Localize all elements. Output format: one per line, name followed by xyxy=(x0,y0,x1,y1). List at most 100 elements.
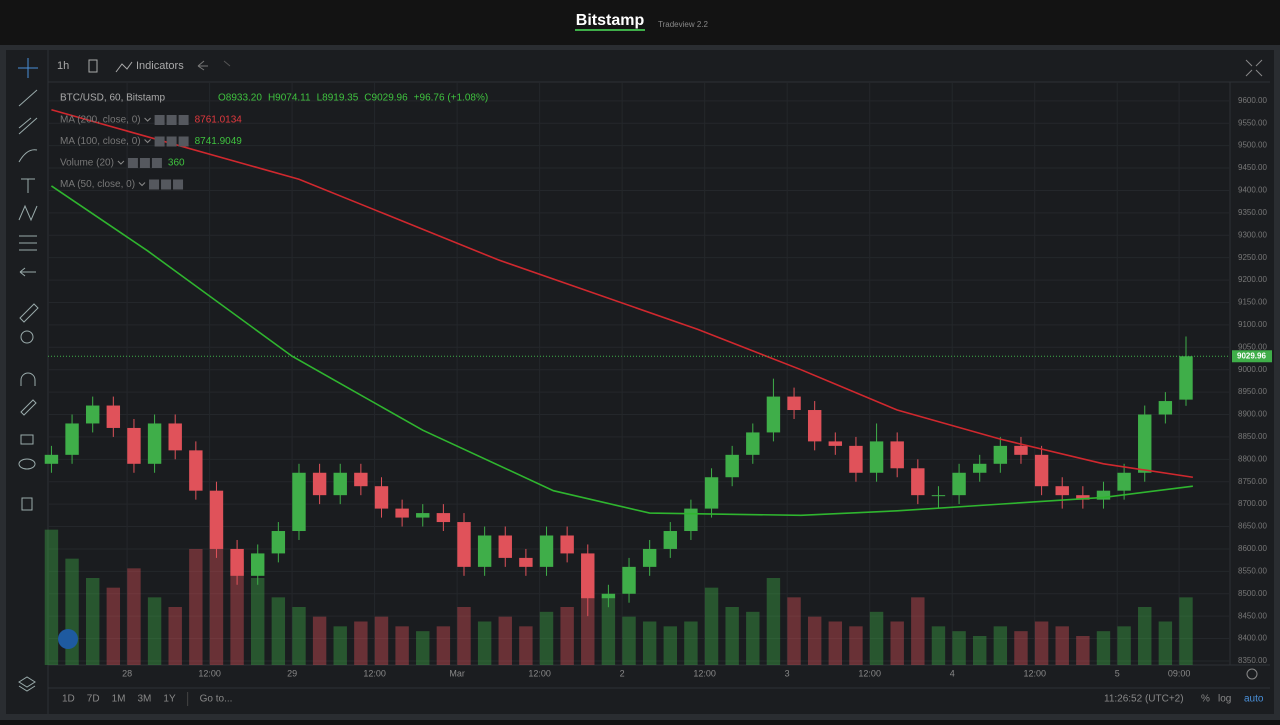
range-button[interactable]: 3M xyxy=(138,694,152,705)
candle-body xyxy=(189,450,203,491)
magnet-tool[interactable] xyxy=(20,372,36,386)
scale-option[interactable]: auto xyxy=(1244,694,1264,705)
y-tick-label: 9150.00 xyxy=(1238,298,1267,307)
range-button[interactable]: 1M xyxy=(112,694,126,705)
scale-option[interactable]: log xyxy=(1218,694,1231,705)
study-button[interactable] xyxy=(151,158,162,168)
volume-bar xyxy=(106,587,121,665)
indicators-icon[interactable] xyxy=(115,61,133,73)
volume-bar xyxy=(1179,597,1193,665)
scale-option[interactable]: % xyxy=(1201,694,1210,705)
candle-body xyxy=(44,454,59,464)
range-button[interactable]: 1Y xyxy=(163,694,176,705)
brand-underline xyxy=(575,29,645,31)
candle-body xyxy=(746,432,760,455)
delete-tool[interactable] xyxy=(21,497,33,511)
chart-type-icon[interactable] xyxy=(88,59,98,73)
range-button[interactable]: 1D xyxy=(62,694,75,705)
ohlc-legend: O8933.20 H9074.11 L8919.35 C9029.96 +96.76 (… xyxy=(218,93,488,104)
volume-bar xyxy=(746,611,760,665)
volume-bar xyxy=(663,626,677,665)
volume-bar xyxy=(65,558,79,665)
candle-body xyxy=(684,508,698,532)
hide-tool[interactable] xyxy=(18,458,36,470)
study-menu[interactable] xyxy=(144,117,151,122)
volume-bar xyxy=(147,597,162,665)
study-button[interactable] xyxy=(154,136,165,147)
range-button[interactable]: 7D xyxy=(87,694,100,705)
crosshair-tool[interactable] xyxy=(18,58,38,78)
indicators-button[interactable]: Indicators xyxy=(136,60,184,72)
volume-bar xyxy=(539,611,554,665)
candle-body xyxy=(890,441,904,469)
study-menu[interactable] xyxy=(144,139,151,144)
y-tick-label: 8700.00 xyxy=(1238,499,1267,508)
study-button[interactable] xyxy=(178,136,189,147)
x-tick-label: 12:00 xyxy=(363,668,386,678)
study-button[interactable] xyxy=(178,115,189,125)
brush-tool[interactable] xyxy=(18,149,38,163)
study-button[interactable] xyxy=(127,158,138,168)
version: Tradeview 2.2 xyxy=(658,20,709,29)
study-menu[interactable] xyxy=(117,160,125,165)
x-tick-label: 28 xyxy=(122,668,132,678)
interval[interactable]: 1h xyxy=(57,60,69,72)
study-button[interactable] xyxy=(166,115,177,125)
undo[interactable] xyxy=(197,60,208,71)
settings-icon[interactable] xyxy=(1246,668,1258,680)
volume-bar xyxy=(168,607,182,665)
candle-body xyxy=(581,553,595,599)
x-tick-label: 12:00 xyxy=(198,668,221,678)
volume-bar xyxy=(1076,636,1090,665)
ohlc-value: +96.76 (+1.08%) xyxy=(414,93,489,104)
fullscreen[interactable] xyxy=(1245,59,1263,77)
volume-bar xyxy=(127,568,141,665)
candle-body xyxy=(312,472,327,496)
volume-bar xyxy=(251,578,265,665)
prediction-tool[interactable] xyxy=(19,235,37,251)
drawing-tools xyxy=(18,58,39,692)
candle-body xyxy=(828,441,843,446)
study-menu[interactable] xyxy=(138,182,146,187)
pattern-tool[interactable] xyxy=(18,204,38,222)
study-name: MA (100, close, 0) xyxy=(60,136,141,147)
study-button[interactable] xyxy=(139,158,150,168)
candle-body xyxy=(106,405,121,428)
volume-bar xyxy=(477,621,492,665)
volume-bar xyxy=(498,616,512,665)
trendline-tool[interactable] xyxy=(18,89,38,107)
x-tick-label: 12:00 xyxy=(528,668,551,678)
volume-bar xyxy=(931,626,946,665)
layers[interactable] xyxy=(18,676,36,692)
volume-bar xyxy=(684,621,698,665)
logo-badge xyxy=(58,629,78,649)
volume-bar xyxy=(374,616,389,665)
goto-button[interactable]: Go to... xyxy=(200,694,233,705)
volume-bar xyxy=(973,636,987,665)
measure-tool[interactable] xyxy=(19,303,39,323)
brand: Bitstamp xyxy=(576,12,645,29)
last-price-label: 9029.96 xyxy=(1237,351,1266,360)
study-button[interactable] xyxy=(166,136,177,147)
redo[interactable] xyxy=(223,60,231,67)
volume-bar xyxy=(766,578,781,665)
fib-tool[interactable] xyxy=(18,117,38,135)
header xyxy=(0,0,1280,45)
study-button[interactable] xyxy=(154,115,165,125)
stay-drawing[interactable] xyxy=(20,399,37,416)
y-tick-label: 9050.00 xyxy=(1238,342,1267,351)
zoom-tool[interactable] xyxy=(20,330,34,344)
study-button[interactable] xyxy=(149,179,160,190)
candle-body xyxy=(952,472,966,496)
study-button[interactable] xyxy=(161,179,172,190)
back-tool[interactable] xyxy=(19,267,36,277)
text-tool[interactable] xyxy=(21,178,35,193)
study-name: Volume (20) xyxy=(60,158,114,169)
candle-body xyxy=(416,513,430,518)
study-button[interactable] xyxy=(173,179,184,190)
lock-tool[interactable] xyxy=(20,434,34,445)
volume-bar xyxy=(828,621,843,665)
ohlc-value: C9029.96 xyxy=(364,93,408,104)
candle-body xyxy=(807,410,822,442)
